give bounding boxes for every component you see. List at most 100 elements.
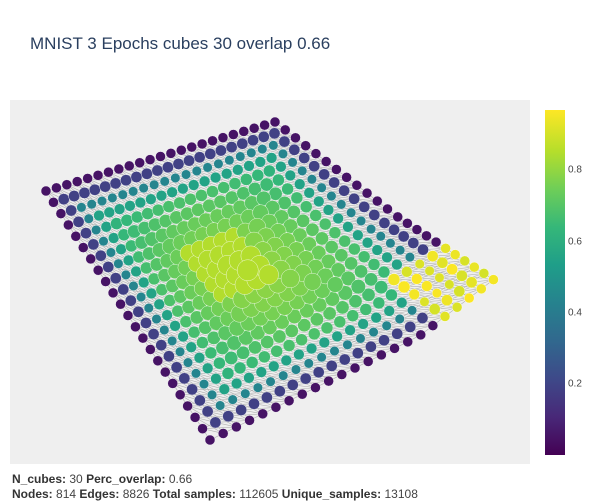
graph-node[interactable]: [88, 239, 99, 250]
graph-node[interactable]: [125, 200, 136, 211]
graph-node[interactable]: [365, 341, 376, 352]
graph-node[interactable]: [306, 343, 317, 354]
graph-node[interactable]: [296, 334, 308, 346]
graph-node[interactable]: [156, 152, 166, 162]
graph-node[interactable]: [310, 209, 322, 221]
graph-node[interactable]: [219, 384, 230, 395]
graph-node[interactable]: [338, 185, 349, 196]
graph-node[interactable]: [283, 340, 295, 352]
graph-node[interactable]: [348, 243, 360, 255]
graph-node[interactable]: [144, 303, 154, 313]
graph-node[interactable]: [120, 175, 131, 186]
graph-node[interactable]: [123, 255, 134, 266]
graph-node[interactable]: [446, 264, 457, 275]
graph-node[interactable]: [136, 292, 146, 302]
graph-node[interactable]: [268, 361, 279, 372]
graph-node[interactable]: [131, 211, 143, 223]
graph-node[interactable]: [384, 306, 395, 317]
graph-node[interactable]: [114, 164, 124, 174]
graph-node[interactable]: [411, 274, 422, 285]
graph-node[interactable]: [236, 152, 246, 162]
graph-node[interactable]: [308, 328, 320, 340]
graph-node[interactable]: [244, 372, 255, 383]
graph-node[interactable]: [41, 186, 51, 196]
graph-node[interactable]: [360, 303, 372, 315]
graph-node[interactable]: [300, 373, 311, 384]
graph-node[interactable]: [358, 319, 369, 330]
graph-node[interactable]: [110, 273, 121, 284]
graph-node[interactable]: [328, 177, 339, 188]
graph-node[interactable]: [108, 288, 118, 298]
graph-node[interactable]: [366, 224, 376, 234]
graph-node[interactable]: [291, 365, 301, 375]
graph-node[interactable]: [184, 193, 196, 205]
graph-node[interactable]: [114, 204, 125, 215]
graph-node[interactable]: [248, 398, 259, 409]
graph-node[interactable]: [97, 196, 107, 206]
graph-node[interactable]: [304, 187, 315, 198]
graph-node[interactable]: [368, 258, 380, 270]
graph-node[interactable]: [162, 310, 173, 321]
graph-node[interactable]: [347, 310, 359, 322]
graph-node[interactable]: [210, 172, 221, 183]
graph-node[interactable]: [271, 402, 281, 412]
graph-node[interactable]: [440, 311, 450, 321]
graph-node[interactable]: [437, 257, 448, 268]
graph-node[interactable]: [346, 208, 356, 218]
graph-node[interactable]: [202, 363, 213, 374]
graph-node[interactable]: [324, 376, 334, 386]
graph-node[interactable]: [146, 288, 157, 299]
graph-node[interactable]: [207, 390, 217, 400]
graph-node[interactable]: [95, 250, 106, 261]
graph-node[interactable]: [171, 362, 182, 373]
graph-node[interactable]: [93, 170, 103, 180]
graph-node[interactable]: [231, 378, 242, 389]
graph-node[interactable]: [359, 201, 370, 212]
graph-node[interactable]: [279, 136, 290, 147]
graph-node[interactable]: [223, 411, 234, 422]
graph-node[interactable]: [234, 362, 246, 374]
graph-node[interactable]: [420, 297, 430, 307]
graph-node[interactable]: [84, 214, 94, 224]
graph-node[interactable]: [179, 373, 190, 384]
graph-node[interactable]: [133, 306, 144, 317]
graph-node[interactable]: [78, 243, 88, 253]
graph-node[interactable]: [199, 176, 210, 187]
graph-node[interactable]: [416, 330, 426, 340]
graph-node[interactable]: [149, 180, 159, 190]
graph-node[interactable]: [372, 196, 382, 206]
plot-area[interactable]: [10, 100, 530, 464]
graph-node[interactable]: [148, 328, 159, 339]
graph-node[interactable]: [310, 383, 320, 393]
graph-node[interactable]: [331, 164, 341, 174]
graph-node[interactable]: [229, 178, 241, 190]
graph-node[interactable]: [421, 281, 432, 292]
graph-node[interactable]: [313, 367, 324, 378]
graph-node[interactable]: [297, 389, 307, 399]
graph-node[interactable]: [121, 270, 131, 280]
graph-node[interactable]: [114, 259, 124, 269]
graph-node[interactable]: [124, 161, 134, 171]
graph-node[interactable]: [352, 347, 363, 358]
graph-node[interactable]: [432, 288, 442, 298]
graph-node[interactable]: [145, 194, 156, 205]
graph-node[interactable]: [140, 317, 151, 328]
graph-node[interactable]: [183, 358, 193, 368]
graph-node[interactable]: [83, 173, 93, 183]
graph-node[interactable]: [125, 295, 136, 306]
graph-node[interactable]: [188, 326, 200, 338]
graph-node[interactable]: [297, 166, 307, 176]
graph-node[interactable]: [385, 289, 397, 301]
graph-node[interactable]: [301, 141, 311, 151]
graph-node[interactable]: [68, 190, 79, 201]
graph-node[interactable]: [99, 236, 109, 246]
graph-node[interactable]: [435, 273, 445, 283]
graph-node[interactable]: [91, 225, 101, 235]
graph-node[interactable]: [183, 401, 193, 411]
graph-node[interactable]: [261, 392, 272, 403]
graph-node[interactable]: [203, 163, 213, 173]
graph-node[interactable]: [171, 173, 181, 183]
graph-node[interactable]: [266, 153, 277, 164]
graph-node[interactable]: [304, 359, 314, 369]
graph-node[interactable]: [427, 251, 438, 262]
